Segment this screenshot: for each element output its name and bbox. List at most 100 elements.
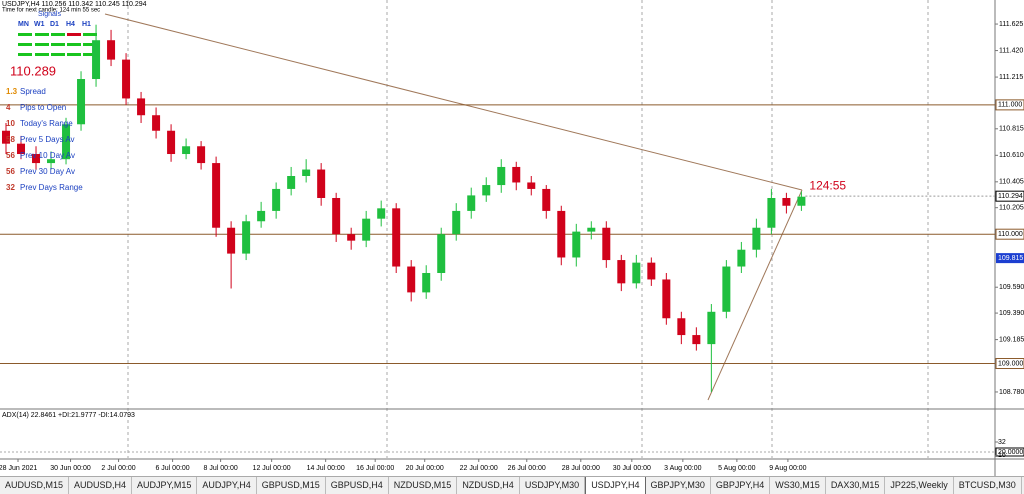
chart-tab[interactable]: JP225,Weekly: [885, 477, 954, 494]
x-tick-label: 30 Jun 00:00: [50, 465, 91, 472]
trend-line: [104, 13, 803, 191]
candle-body: [47, 159, 56, 164]
candle-body: [347, 234, 356, 241]
candle-body: [317, 169, 326, 198]
x-tick-label: 16 Jul 00:00: [356, 465, 394, 472]
level-tag: [995, 99, 1024, 111]
chart-tab[interactable]: DAX30,M15: [826, 477, 886, 494]
ma-tag: [996, 253, 1024, 264]
chart-tab[interactable]: BTCUSD,M30: [954, 477, 1022, 494]
chart-tab[interactable]: GBPJPY,M30: [646, 477, 711, 494]
candle-body: [512, 166, 521, 183]
x-tick-label: 6 Jul 00:00: [155, 465, 189, 472]
chart-tab[interactable]: GBPUSD,H4: [326, 477, 389, 494]
level-label: 109.000: [998, 360, 1023, 367]
chart-tab[interactable]: AUDJPY,H4: [197, 477, 257, 494]
chart-tab[interactable]: GBPJPY,H4: [711, 477, 771, 494]
trend-line: [707, 189, 803, 401]
y-tick-label: 110.815: [999, 126, 1024, 133]
candle-body: [767, 197, 776, 228]
candle-body: [737, 249, 746, 267]
candle-body: [137, 98, 146, 116]
candle-body: [647, 262, 656, 280]
y-tick-label: 109.185: [999, 336, 1024, 343]
chart-tab[interactable]: GBPUSD,M15: [257, 477, 326, 494]
chart-tab[interactable]: WS30,M15: [770, 477, 826, 494]
ma-tag-label: 109.815: [998, 255, 1023, 262]
chart-subtitle: Time for next candle: 124 min 55 sec: [2, 8, 100, 14]
candle-body: [272, 188, 281, 211]
x-tick-label: 8 Jul 00:00: [203, 465, 237, 472]
signals-title: Signals: [38, 11, 61, 18]
chart-tab[interactable]: USDJPY,M30: [520, 477, 586, 494]
candle-body: [32, 154, 41, 164]
candle-body: [242, 221, 251, 254]
candle-body: [302, 169, 311, 177]
level-tag: [995, 358, 1024, 370]
price-tag-label: 110.294: [998, 193, 1023, 200]
candle-body: [797, 196, 806, 206]
chart-tab[interactable]: AUDUSD,M15: [0, 477, 70, 494]
x-tick-label: 22 Jul 00:00: [460, 465, 498, 472]
y-tick-label: 110.405: [999, 179, 1024, 186]
timeframe-label: H1: [82, 21, 91, 28]
candle-body: [392, 208, 401, 267]
candle-body: [722, 266, 731, 312]
timeframe-label: MN: [18, 21, 29, 28]
candle-body: [617, 260, 626, 284]
candle-body: [362, 218, 371, 241]
x-tick-label: 28 Jun 2021: [0, 465, 37, 472]
candle-body: [497, 166, 506, 186]
signal-bars: [18, 33, 97, 56]
candle-body: [77, 79, 86, 125]
x-tick-label: 9 Aug 00:00: [769, 465, 806, 472]
candle-body: [332, 197, 341, 235]
stat-label: Pips to Open: [20, 103, 66, 112]
chart-tab[interactable]: AUDUSD,H4: [69, 477, 133, 494]
candle-body: [632, 262, 641, 284]
chart: USDJPY,H4 110.256 110.342 110.245 110.29…: [0, 0, 1024, 476]
stat-number: 4: [6, 103, 11, 112]
x-tick-label: 20 Jul 00:00: [406, 465, 444, 472]
stat-number: 1.3: [6, 87, 18, 96]
candle-body: [107, 40, 116, 60]
stat-label: Prev 5 Days Av: [20, 135, 75, 144]
y-tick-label: 111.625: [999, 21, 1023, 28]
countdown: 124:55: [809, 178, 846, 192]
chart-tab[interactable]: AUDJPY,M15: [132, 477, 198, 494]
x-tick-label: 26 Jul 00:00: [508, 465, 546, 472]
indicator-tick-label: 20.0000: [998, 449, 1023, 456]
stat-label: Spread: [20, 87, 46, 96]
candle-body: [437, 234, 446, 273]
chart-tab[interactable]: NZDUSD,H4: [457, 477, 520, 494]
x-tick-label: 12 Jul 00:00: [253, 465, 291, 472]
candle-body: [407, 266, 416, 293]
week-separators: [127, 0, 929, 458]
indicator-tick-label: 16: [998, 452, 1006, 459]
y-tick-label: 110.610: [999, 152, 1024, 159]
x-tick-label: 14 Jul 00:00: [307, 465, 345, 472]
overlay-price: 110.289: [10, 63, 56, 78]
y-tick-label: 111.420: [999, 47, 1023, 54]
stat-number: 56: [6, 167, 15, 176]
candle-body: [662, 279, 671, 319]
plot-bg: [0, 0, 995, 476]
level-label: 111.000: [998, 102, 1022, 109]
x-tick-label: 5 Aug 00:00: [718, 465, 755, 472]
y-tick-label: 108.780: [999, 389, 1024, 396]
timeframe-label: W1: [34, 21, 45, 28]
x-tick-label: 3 Aug 00:00: [664, 465, 701, 472]
candle-body: [707, 311, 716, 345]
candle-body: [212, 163, 221, 228]
stat-label: Today's Range: [20, 119, 73, 128]
candle-body: [17, 143, 26, 155]
candle-body: [62, 124, 71, 160]
timeframe-label: H4: [66, 21, 75, 28]
candle-body: [692, 335, 701, 345]
candle-body: [197, 146, 206, 164]
candle-body: [602, 227, 611, 261]
chart-tab[interactable]: NZDUSD,M15: [389, 477, 458, 494]
candle-body: [287, 176, 296, 189]
chart-tab[interactable]: USDJPY,H4: [585, 477, 646, 494]
stat-number: 10: [6, 119, 15, 128]
